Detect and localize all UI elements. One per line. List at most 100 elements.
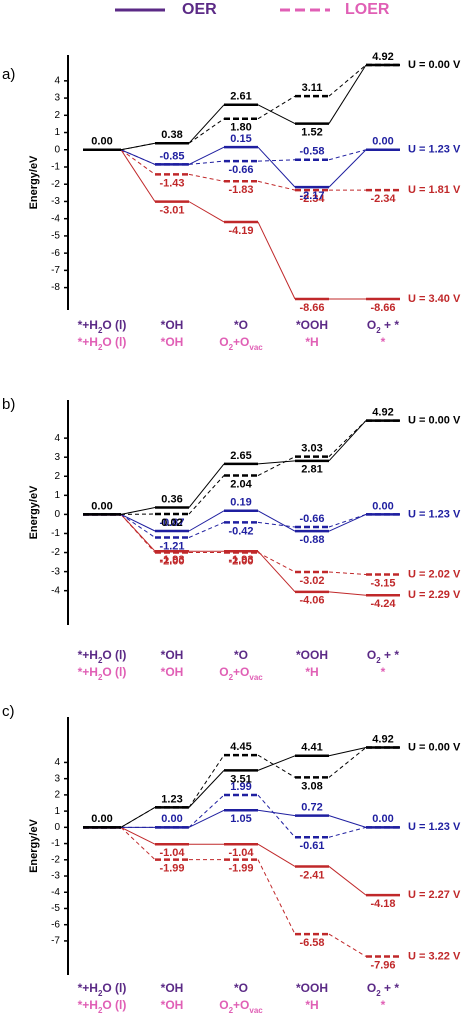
category-label: *O	[234, 318, 248, 332]
value-label: -0.88	[299, 534, 324, 546]
connector	[328, 747, 367, 778]
category-label: O2+Ovac	[219, 665, 263, 681]
y-tick-label: 2	[54, 790, 60, 801]
y-tick-label: -7	[51, 936, 60, 947]
y-tick-label: 4	[54, 75, 60, 86]
series-label: U = 1.81 V	[408, 184, 461, 196]
category-text: O (l)	[102, 981, 126, 995]
category-text: O	[219, 998, 228, 1012]
connector	[188, 809, 225, 828]
value-label: -0.87	[159, 517, 184, 529]
category-text: 2	[229, 343, 234, 352]
connector	[328, 866, 367, 896]
connector	[328, 815, 367, 828]
connector	[188, 463, 225, 508]
value-label: -1.93	[228, 554, 253, 566]
y-axis-title: Energy/eV	[28, 818, 40, 872]
value-label: 0.00	[91, 500, 112, 512]
y-axis-title: Energy/eV	[28, 155, 40, 209]
category-label: *OH	[161, 335, 184, 349]
category-text: vac	[249, 1006, 263, 1015]
category-text: 2	[98, 343, 103, 352]
value-label: -1.93	[159, 554, 184, 566]
category-text: O	[219, 665, 228, 679]
value-label: -0.66	[228, 164, 253, 176]
connector	[257, 794, 296, 838]
category-text: *O	[234, 981, 248, 995]
connector	[328, 149, 367, 161]
connector	[120, 806, 156, 828]
connector	[257, 95, 296, 120]
category-text: 2	[376, 989, 381, 998]
value-label: 1.52	[301, 126, 322, 138]
value-label: 0.00	[91, 136, 112, 148]
category-text: *OOH	[296, 981, 328, 995]
category-text: + *	[381, 318, 400, 332]
connector	[257, 550, 296, 593]
connector	[328, 933, 367, 957]
series-label: U = 0.00 V	[408, 414, 461, 426]
y-tick-label: -1	[51, 162, 60, 173]
y-axis-title: Energy/eV	[28, 485, 40, 539]
series-label: U = 2.29 V	[408, 589, 461, 601]
connector	[188, 173, 225, 182]
category-text: *OOH	[296, 318, 328, 332]
category-text: 2	[98, 1006, 103, 1015]
connector	[188, 146, 225, 165]
y-tick-label: -1	[51, 528, 60, 539]
connector	[257, 104, 296, 125]
category-label: O2 + *	[367, 648, 399, 664]
category-text: *OH	[161, 981, 184, 995]
y-tick-label: -2	[51, 854, 60, 865]
value-label: 0.02	[161, 517, 182, 529]
value-label: -1.04	[159, 847, 185, 859]
category-text: *+H	[78, 998, 98, 1012]
connector	[328, 513, 367, 528]
series-label: U = 0.00 V	[408, 59, 461, 71]
value-label: 0.19	[230, 497, 251, 509]
category-text: 2	[376, 656, 381, 665]
y-tick-label: 0	[54, 822, 60, 833]
value-label: 4.41	[301, 742, 322, 754]
category-text: *OH	[161, 665, 184, 679]
y-tick-label: -8	[51, 282, 60, 293]
category-text: *OH	[161, 998, 184, 1012]
connector	[257, 456, 296, 476]
value-label: -4.24	[370, 598, 396, 610]
y-tick-label: 2	[54, 471, 60, 482]
value-label: -6.58	[299, 937, 324, 949]
category-text: + *	[381, 648, 400, 662]
value-label: -8.66	[299, 302, 324, 314]
value-label: -2.17	[299, 190, 324, 202]
category-text: 2	[229, 673, 234, 682]
category-label: *OOH	[296, 981, 328, 995]
category-label: *H	[305, 998, 318, 1012]
series-label: U = 1.23 V	[408, 144, 461, 156]
connector	[328, 513, 367, 532]
connector	[120, 826, 156, 845]
connector	[188, 510, 225, 532]
value-label: 2.04	[230, 478, 252, 490]
series-label: U = 2.27 V	[408, 889, 461, 901]
category-text: 2	[229, 1006, 234, 1015]
category-text: *OH	[161, 335, 184, 349]
y-tick-label: 2	[54, 110, 60, 121]
value-label: -1.99	[159, 863, 184, 875]
value-label: 0.00	[372, 136, 393, 148]
category-label: *O	[234, 981, 248, 995]
category-text: *O	[234, 648, 248, 662]
category-text: *OOH	[296, 648, 328, 662]
value-label: 4.45	[230, 741, 251, 753]
value-label: -2.41	[299, 869, 324, 881]
value-label: -0.42	[228, 525, 253, 537]
value-label: 3.08	[301, 780, 322, 792]
value-label: 2.61	[230, 91, 251, 103]
category-text: *OH	[161, 648, 184, 662]
series-label: U = 3.22 V	[408, 950, 461, 962]
value-label: -0.85	[159, 150, 184, 162]
category-text: O (l)	[102, 665, 126, 679]
connector	[257, 221, 296, 300]
category-text: *H	[305, 998, 318, 1012]
value-label: -0.58	[299, 146, 324, 158]
